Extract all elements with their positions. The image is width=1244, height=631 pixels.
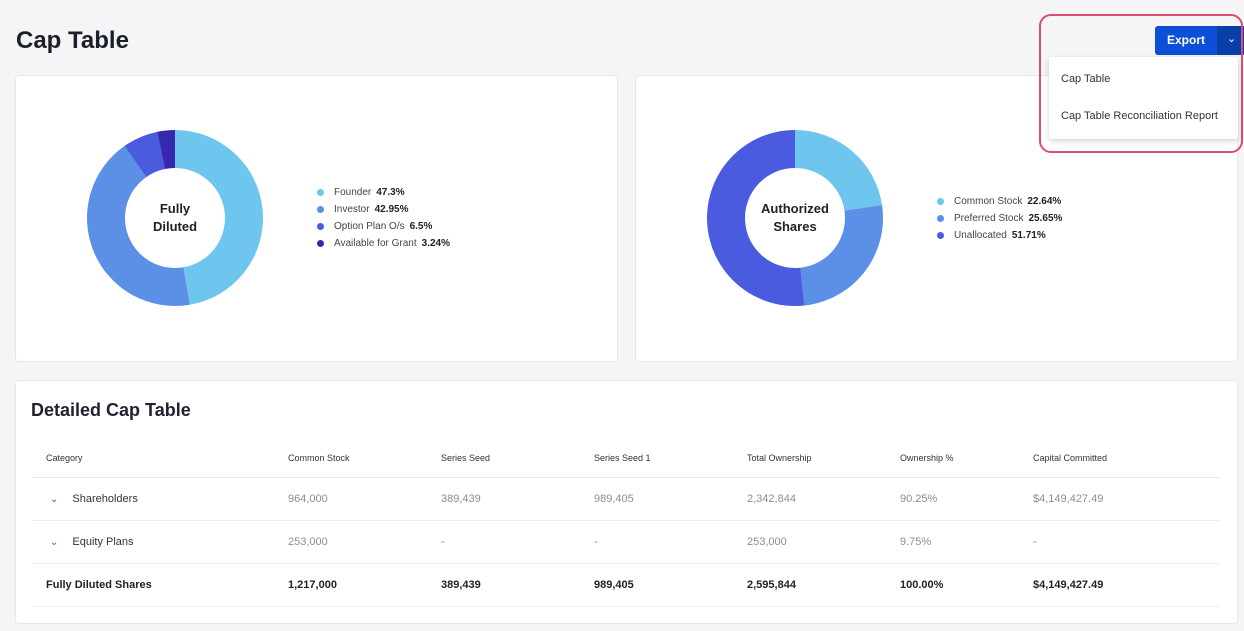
chevron-down-icon[interactable]: ⌄ <box>50 536 59 548</box>
total-cell: 2,595,844 <box>747 563 900 607</box>
total-row: Fully Diluted Shares 1,217,000 389,439 989,… <box>32 563 1220 607</box>
legend-dot-icon <box>317 240 324 247</box>
authorized-shares-donut <box>707 130 883 306</box>
legend-value: 47.3% <box>376 187 405 198</box>
column-header: Capital Committed <box>1033 440 1220 478</box>
legend-label: Founder <box>334 187 372 198</box>
column-header: Series Seed 1 <box>594 440 747 478</box>
column-header: Series Seed <box>441 440 594 478</box>
donut-center-label: Authorized Shares <box>761 201 829 234</box>
legend-label: Preferred Stock <box>954 213 1024 224</box>
table-row: ⌄ Shareholders 964,000 389,439 989,405 2,342,… <box>32 477 1220 521</box>
column-header: Category <box>32 440 288 478</box>
table-cell: 253,000 <box>288 520 441 564</box>
legend-label: Unallocated <box>954 230 1007 241</box>
legend-label: Common Stock <box>954 196 1023 207</box>
legend-value: 6.5% <box>409 221 433 232</box>
table-cell: 253,000 <box>747 520 900 564</box>
slice-preferred-stock <box>800 204 883 306</box>
legend-value: 42.95% <box>374 204 409 215</box>
slice-available-for-grant <box>157 130 175 170</box>
menu-item-reconciliation-report[interactable]: Cap Table Reconciliation Report <box>1061 110 1218 122</box>
total-cell: 989,405 <box>594 563 747 607</box>
cap-table: Category Common Stock Series Seed Series Se… <box>32 440 1220 607</box>
slice-option-plan-o-s <box>124 131 165 178</box>
table-cell: 2,342,844 <box>747 477 900 521</box>
category-cell: ⌄ Equity Plans <box>32 520 288 564</box>
legend-item: Available for Grant 3.24% <box>317 235 450 252</box>
highlight-outline <box>1039 14 1243 153</box>
legend-value: 25.65% <box>1028 213 1063 224</box>
legend-dot-icon <box>937 198 944 205</box>
export-button-group: Export ⌄ <box>1155 26 1244 55</box>
table-row: ⌄ Equity Plans 253,000- -253,000 9.75% - <box>32 520 1220 564</box>
menu-item-cap-table[interactable]: Cap Table <box>1061 73 1111 85</box>
table-cell: 989,405 <box>594 477 747 521</box>
slice-common-stock <box>795 130 883 211</box>
legend-label: Investor <box>334 204 370 215</box>
slice-investor <box>87 145 190 306</box>
legend-item: Founder 47.3% <box>317 184 450 201</box>
legend-label: Option Plan O/s <box>334 221 405 232</box>
legend-item: Investor 42.95% <box>317 201 450 218</box>
legend-dot-icon <box>937 232 944 239</box>
legend-label: Available for Grant <box>334 238 417 249</box>
chevron-down-icon[interactable]: ⌄ <box>1217 26 1244 55</box>
legend-item: Option Plan O/s 6.5% <box>317 218 450 235</box>
chevron-down-icon[interactable]: ⌄ <box>50 493 59 505</box>
table-cell: - <box>1033 520 1220 564</box>
total-cell: 100.00% <box>900 563 1033 607</box>
table-cell: $4,149,427.49 <box>1033 477 1220 521</box>
slice-founder <box>175 130 263 305</box>
authorized-shares-legend: Common Stock 22.64% Preferred Stock 25.65% U… <box>937 193 1062 244</box>
column-header: Ownership % <box>900 440 1033 478</box>
legend-item: Unallocated 51.71% <box>937 227 1062 244</box>
category-label: Equity Plans <box>72 535 134 548</box>
legend-item: Common Stock 22.64% <box>937 193 1062 210</box>
total-cell: Fully Diluted Shares <box>32 563 288 607</box>
legend-value: 51.71% <box>1011 230 1046 241</box>
fully-diluted-legend: Founder 47.3% Investor 42.95% Option Plan O/… <box>317 184 450 252</box>
table-cell: 90.25% <box>900 477 1033 521</box>
slice-unallocated <box>707 130 805 306</box>
legend-dot-icon <box>317 189 324 196</box>
category-label: Shareholders <box>72 492 138 505</box>
legend-value: 22.64% <box>1027 196 1062 207</box>
table-cell: - <box>441 520 594 564</box>
fully-diluted-donut <box>87 130 263 306</box>
section-title: Detailed Cap Table <box>31 400 191 420</box>
column-header: Common Stock <box>288 440 441 478</box>
legend-item: Preferred Stock 25.65% <box>937 210 1062 227</box>
table-cell: 389,439 <box>441 477 594 521</box>
total-cell: 1,217,000 <box>288 563 441 607</box>
table-cell: - <box>594 520 747 564</box>
page-title: Cap Table <box>16 27 129 54</box>
legend-dot-icon <box>937 215 944 222</box>
legend-dot-icon <box>317 223 324 230</box>
total-cell: $4,149,427.49 <box>1033 563 1220 607</box>
total-cell: 389,439 <box>441 563 594 607</box>
legend-value: 3.24% <box>421 238 450 249</box>
category-cell: ⌄ Shareholders <box>32 477 288 521</box>
column-header: Total Ownership <box>747 440 900 478</box>
table-cell: 9.75% <box>900 520 1033 564</box>
export-button[interactable]: Export <box>1155 26 1218 55</box>
table-cell: 964,000 <box>288 477 441 521</box>
donut-center-label: Fully Diluted <box>152 201 198 234</box>
export-menu: Cap Table Cap Table Reconciliation Repor… <box>1049 57 1238 139</box>
legend-dot-icon <box>317 206 324 213</box>
